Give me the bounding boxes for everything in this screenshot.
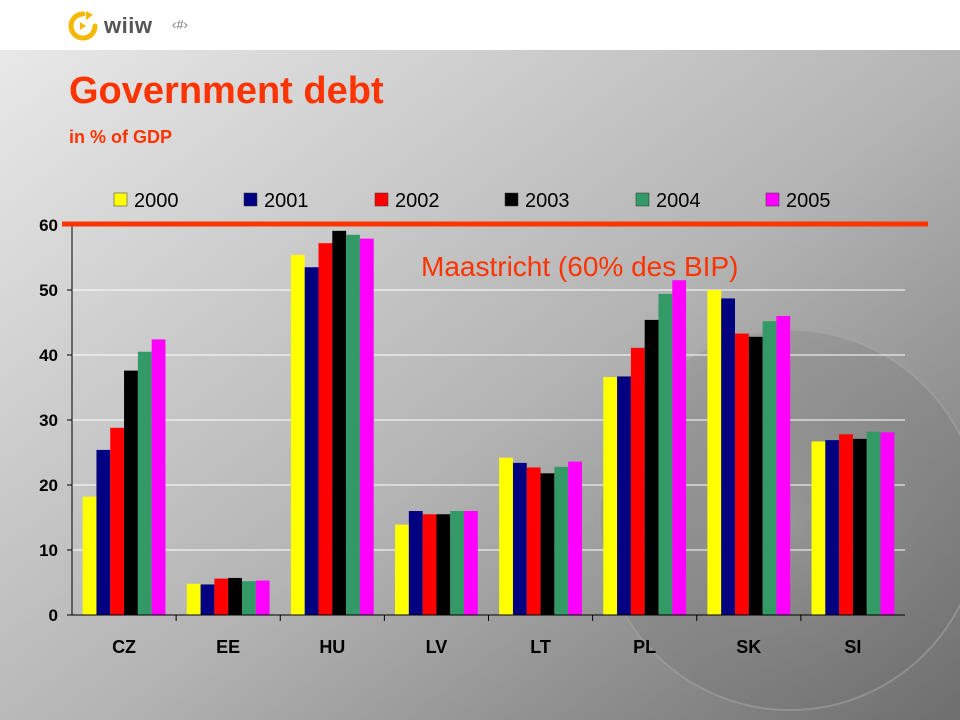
legend-swatch-2003 — [504, 192, 519, 207]
bar-hu-2001 — [304, 267, 319, 615]
x-tick-label: SI — [844, 637, 861, 657]
bar-ee-2002 — [214, 578, 229, 615]
bar-sk-2003 — [748, 336, 763, 615]
bar-pl-2001 — [617, 376, 631, 615]
x-tick-label: HU — [319, 637, 345, 657]
bar-hu-2005 — [359, 238, 374, 615]
bar-pl-2002 — [630, 347, 645, 615]
bar-lv-2001 — [408, 511, 423, 615]
bar-cz-2001 — [96, 449, 111, 615]
bar-si-2001 — [825, 440, 840, 615]
bar-lv-2002 — [422, 514, 437, 615]
legend-swatch-2004 — [635, 192, 650, 207]
bar-si-2004 — [866, 431, 881, 615]
maastricht-label: Maastricht (60% des BIP) — [421, 251, 738, 282]
bar-hu-2004 — [346, 234, 360, 615]
slide-title: Government debt — [69, 70, 384, 112]
wiiw-logo-icon — [68, 11, 98, 41]
bar-cz-2000 — [82, 496, 97, 615]
bar-sk-2002 — [735, 333, 749, 615]
bar-lv-2005 — [464, 511, 478, 615]
legend-label-2004: 2004 — [656, 190, 701, 212]
y-tick-label: 0 — [49, 606, 58, 625]
bar-cz-2002 — [110, 427, 125, 615]
legend-swatch-2000 — [113, 192, 128, 207]
page-number: ‹#› — [172, 17, 188, 32]
x-tick-label: CZ — [112, 637, 136, 657]
legend-label-2002: 2002 — [395, 190, 440, 212]
x-tick-label: LT — [530, 637, 551, 657]
bar-ee-2003 — [228, 577, 242, 615]
legend-swatch-2005 — [765, 192, 780, 207]
bar-si-2000 — [811, 441, 826, 615]
bar-hu-2003 — [332, 230, 347, 615]
bar-pl-2004 — [658, 293, 673, 615]
bar-lt-2002 — [526, 467, 541, 615]
bar-cz-2004 — [137, 351, 152, 615]
legend-label-2003: 2003 — [525, 190, 570, 212]
bar-sk-2001 — [721, 298, 736, 615]
bar-pl-2003 — [644, 319, 659, 615]
bar-si-2005 — [880, 432, 895, 615]
bar-cz-2005 — [151, 339, 166, 615]
x-tick-label: EE — [216, 637, 240, 657]
bar-sk-2005 — [776, 316, 791, 615]
bar-pl-2005 — [672, 280, 687, 615]
y-tick-label: 30 — [39, 411, 58, 430]
bar-lv-2003 — [436, 514, 451, 615]
bar-lt-2000 — [499, 457, 513, 615]
y-tick-label: 40 — [39, 346, 58, 365]
y-tick-label: 50 — [39, 281, 58, 300]
bar-lt-2005 — [568, 461, 582, 615]
bar-si-2003 — [852, 438, 867, 615]
bar-pl-2000 — [603, 377, 618, 615]
bar-sk-2004 — [762, 321, 777, 615]
bar-lt-2003 — [540, 473, 555, 615]
bar-lt-2001 — [512, 462, 527, 615]
slide-subtitle: in % of GDP — [69, 127, 172, 147]
bar-ee-2001 — [200, 584, 215, 615]
bar-ee-2004 — [241, 581, 256, 615]
y-tick-label: 20 — [39, 476, 58, 495]
y-tick-label: 60 — [39, 216, 58, 235]
bar-ee-2005 — [255, 580, 270, 615]
legend-label-2005: 2005 — [786, 190, 831, 212]
bar-ee-2000 — [186, 583, 201, 615]
bar-lv-2000 — [395, 524, 409, 615]
bar-si-2002 — [839, 434, 853, 615]
bar-hu-2002 — [318, 243, 333, 615]
legend-label-2001: 2001 — [264, 190, 309, 212]
bar-lv-2004 — [450, 511, 465, 615]
legend-swatch-2001 — [243, 192, 258, 207]
slide-header: wiiw ‹#› — [0, 0, 960, 50]
x-tick-label: LV — [426, 637, 448, 657]
legend-swatch-2002 — [374, 192, 389, 207]
bar-lt-2004 — [554, 466, 569, 615]
bar-cz-2003 — [124, 370, 138, 615]
logo-text: wiiw — [104, 13, 153, 38]
x-tick-label: PL — [633, 637, 656, 657]
bar-sk-2000 — [707, 290, 722, 615]
y-tick-label: 10 — [39, 541, 58, 560]
x-tick-label: SK — [736, 637, 761, 657]
bar-hu-2000 — [290, 254, 305, 615]
legend-label-2000: 2000 — [134, 190, 179, 212]
